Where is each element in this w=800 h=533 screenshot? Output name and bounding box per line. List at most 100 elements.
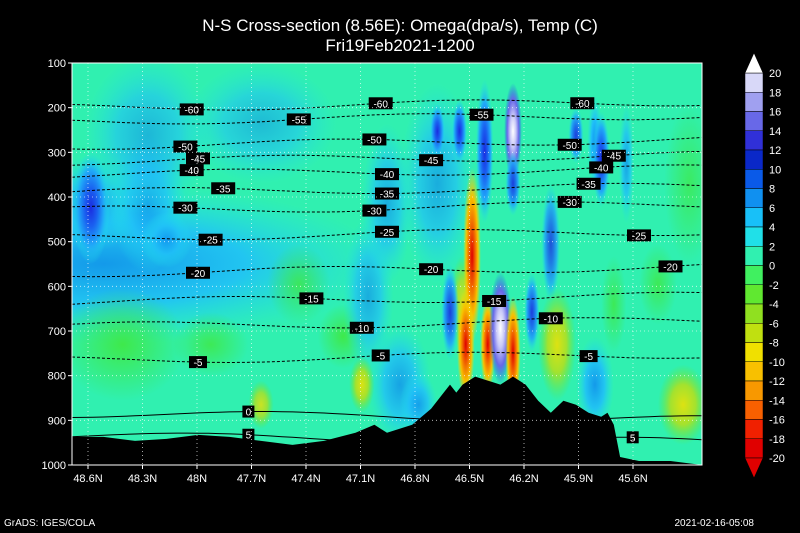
contour-label: -60 bbox=[575, 99, 590, 110]
omega-feature bbox=[568, 107, 584, 164]
contour-label-box bbox=[189, 356, 207, 369]
y-tick-label: 1000 bbox=[42, 460, 66, 472]
omega-feature bbox=[361, 123, 413, 285]
colorbar-label: -16 bbox=[769, 415, 785, 427]
contour-label: -35 bbox=[380, 190, 395, 201]
omega-feature bbox=[441, 264, 459, 361]
omega-feature bbox=[72, 288, 186, 401]
colorbar-label: 14 bbox=[769, 126, 781, 138]
colorbar-swatch bbox=[744, 361, 764, 382]
contour-label: -45 bbox=[191, 154, 206, 165]
omega-feature bbox=[504, 83, 522, 180]
contour-label: 5 bbox=[246, 431, 252, 442]
colorbar-label: 18 bbox=[769, 87, 781, 99]
chart-title: N-S Cross-section (8.56E): Omega(dpa/s),… bbox=[202, 16, 598, 35]
contour-label-box bbox=[286, 113, 311, 126]
plot-frame bbox=[71, 62, 703, 466]
omega-feature bbox=[657, 364, 702, 445]
omega-feature bbox=[248, 380, 274, 429]
contour-label-box bbox=[626, 431, 639, 444]
contour-label: 0 bbox=[246, 408, 252, 419]
contour-label-box bbox=[579, 350, 598, 363]
y-tick-label: 200 bbox=[48, 103, 66, 115]
contour-label-box bbox=[557, 138, 582, 151]
omega-feature bbox=[664, 103, 702, 264]
colorbar-swatch bbox=[744, 303, 764, 324]
temperature-contour bbox=[72, 317, 702, 329]
colorbar-bottom-arrow bbox=[744, 457, 764, 479]
colorbar-swatch bbox=[744, 400, 764, 420]
omega-feature bbox=[267, 243, 331, 325]
footer-timestamp: 2021-02-16-05:08 bbox=[674, 518, 754, 529]
contour-label: -30 bbox=[178, 204, 193, 215]
colorbar: 20181614121086420-2-4-6-8-10-12-14-16-18… bbox=[744, 52, 785, 479]
omega-feature bbox=[451, 99, 468, 164]
colorbar-label: 12 bbox=[769, 145, 781, 157]
colorbar-swatch bbox=[744, 380, 764, 401]
y-tick-label: 300 bbox=[48, 147, 66, 159]
colorbar-label: 16 bbox=[769, 107, 781, 119]
x-tick-label: 45.6N bbox=[618, 473, 647, 485]
contour-label-box bbox=[482, 294, 507, 307]
omega-feature bbox=[524, 272, 540, 353]
temperature-contour bbox=[72, 264, 702, 278]
temperature-contour bbox=[72, 113, 702, 125]
contour-label-box bbox=[469, 108, 494, 121]
colorbar-swatch bbox=[744, 265, 764, 285]
colorbar-top-arrow bbox=[744, 52, 764, 74]
contour-label: -25 bbox=[380, 228, 395, 239]
contour-label-box bbox=[349, 321, 374, 334]
contour-label: -20 bbox=[424, 265, 439, 276]
contour-label: -40 bbox=[380, 170, 395, 181]
contour-label-box bbox=[179, 164, 204, 177]
contour-label-box bbox=[242, 405, 255, 418]
colorbar-label: -14 bbox=[769, 395, 785, 407]
colorbar-swatch bbox=[744, 92, 764, 112]
colorbar-swatch bbox=[744, 226, 764, 247]
colorbar-label: 0 bbox=[769, 261, 775, 273]
temperature-contour bbox=[72, 291, 702, 305]
x-tick-label: 47.1N bbox=[346, 473, 375, 485]
colorbar-label: 2 bbox=[769, 241, 775, 253]
contour-label: -5 bbox=[194, 358, 203, 369]
colorbar-label: 20 bbox=[769, 68, 781, 80]
contour-label-box bbox=[186, 266, 210, 279]
x-tick-label: 48.6N bbox=[73, 473, 102, 485]
colorbar-swatch bbox=[744, 438, 764, 459]
x-tick-label: 47.7N bbox=[237, 473, 266, 485]
contour-label: -55 bbox=[292, 115, 307, 126]
omega-feature bbox=[349, 356, 375, 413]
x-tick-label: 45.9N bbox=[564, 473, 593, 485]
terrain bbox=[72, 376, 702, 465]
omega-feature bbox=[541, 183, 561, 305]
contour-label: -40 bbox=[594, 163, 609, 174]
y-tick-label: 500 bbox=[48, 237, 66, 249]
colorbar-swatch bbox=[744, 323, 764, 343]
contour-label-box bbox=[576, 177, 601, 190]
omega-feature bbox=[185, 63, 337, 184]
contour-label: -10 bbox=[544, 314, 559, 325]
contour-label: -25 bbox=[203, 236, 218, 247]
contour-label: -50 bbox=[562, 141, 577, 152]
colorbar-label: 6 bbox=[769, 203, 775, 215]
contour-label-box bbox=[299, 292, 324, 305]
x-tick-label: 48N bbox=[187, 473, 207, 485]
contour-label-box bbox=[601, 149, 626, 162]
colorbar-swatch bbox=[744, 111, 764, 131]
contour-label-box bbox=[589, 161, 614, 174]
omega-feature bbox=[84, 63, 211, 216]
contour-label-box bbox=[375, 225, 399, 238]
contour-label-box bbox=[419, 154, 444, 167]
y-tick-label: 900 bbox=[48, 415, 66, 427]
colorbar-swatch bbox=[744, 207, 764, 228]
contour-label: -30 bbox=[562, 198, 577, 209]
contour-label: 5 bbox=[630, 433, 636, 444]
colorbar-swatch bbox=[744, 246, 764, 266]
contour-label: -15 bbox=[304, 294, 319, 305]
omega-feature bbox=[601, 255, 627, 353]
y-tick-label: 700 bbox=[48, 326, 66, 338]
x-tick-label: 47.4N bbox=[291, 473, 320, 485]
colorbar-swatch bbox=[744, 149, 764, 170]
contour-label: -35 bbox=[216, 184, 231, 195]
contour-label: -35 bbox=[581, 180, 596, 191]
